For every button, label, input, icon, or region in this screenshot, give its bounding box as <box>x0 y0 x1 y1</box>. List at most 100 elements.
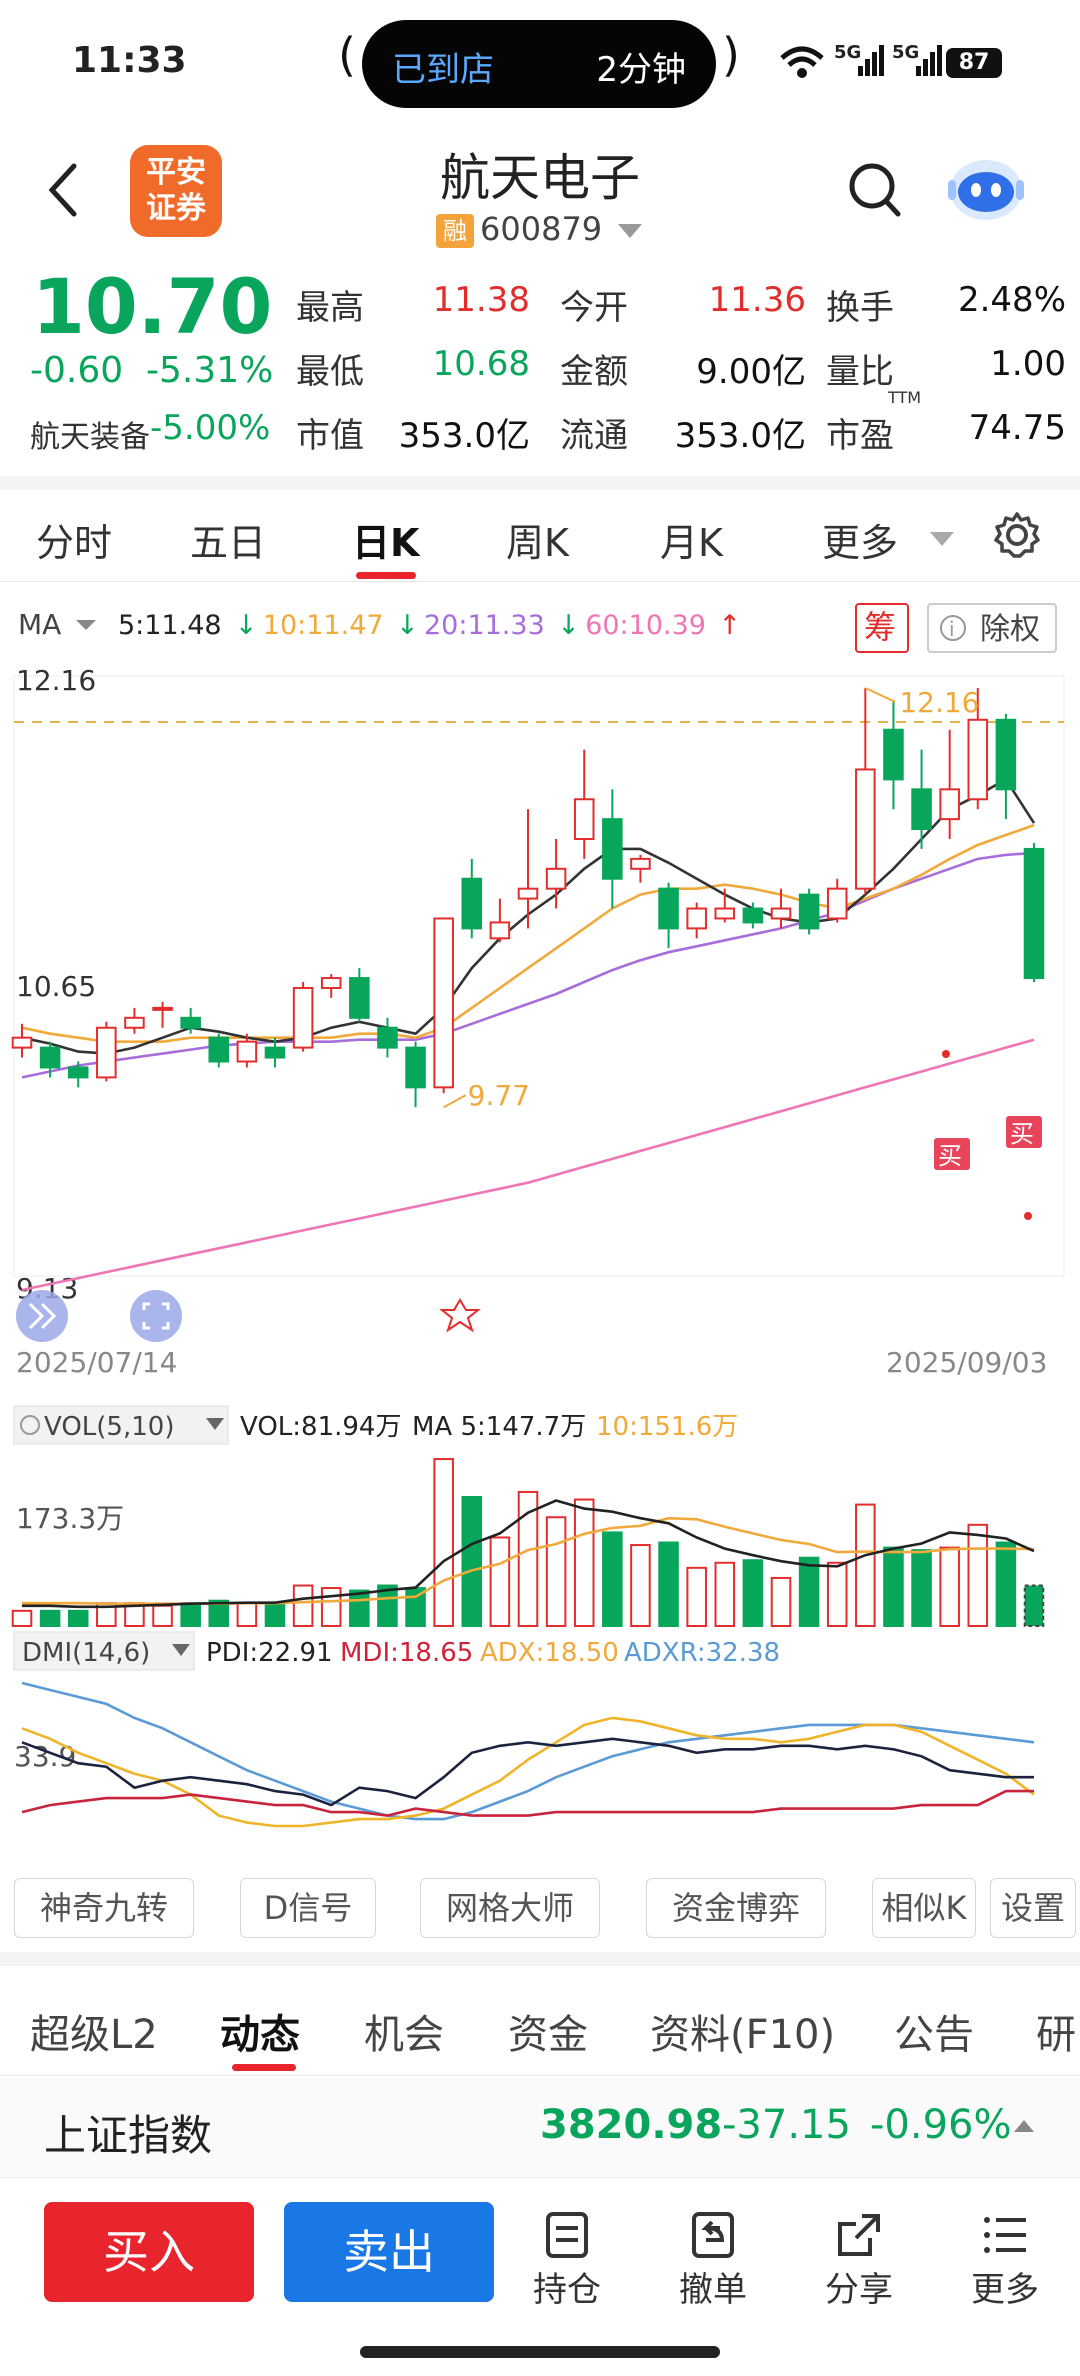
candle-body <box>180 1016 201 1029</box>
tab-daily-k[interactable]: 日K <box>352 521 420 565</box>
search-icon[interactable] <box>846 160 902 220</box>
similar-k-button[interactable]: 相似K <box>872 1878 976 1938</box>
tab-monthly-k[interactable]: 月K <box>660 521 723 565</box>
share-label: 分享 <box>825 2270 893 2310</box>
tab-news-feed[interactable]: 动态 <box>220 2012 300 2058</box>
candle-body <box>798 893 820 930</box>
kline-chart[interactable]: MA 5:11.48 ↓ 10:11.47 ↓ 20:11.33 ↓ 60:10.39 ↑ 筹 i 除… <box>0 590 1080 1870</box>
volume-bar <box>939 1546 960 1628</box>
candle-body <box>96 1026 117 1079</box>
quote-label: 换手 <box>826 288 894 328</box>
candle-body <box>461 877 483 930</box>
ma20-line <box>21 851 1035 1079</box>
robot-assistant-icon[interactable] <box>946 150 1026 226</box>
tab-more[interactable]: 更多 <box>822 521 899 565</box>
stock-code-row[interactable]: 融 600879 <box>436 210 643 248</box>
candle-body <box>124 1016 145 1029</box>
chip-distribution-button <box>855 603 909 653</box>
d-signal-button[interactable]: D信号 <box>240 1878 376 1938</box>
ma-legend-1: 10:11.47 <box>263 610 384 641</box>
volume-bar <box>517 1490 539 1627</box>
cancel-order-action[interactable]: 撤单 <box>658 2208 768 2311</box>
back-arrow-icon[interactable] <box>44 160 84 220</box>
tab-super-l2[interactable]: 超级L2 <box>30 2012 158 2058</box>
tab-f10[interactable]: 资料(F10) <box>650 2012 836 2058</box>
quote-label: 流通 <box>560 416 628 456</box>
volume-bar <box>883 1546 904 1628</box>
trade-bar: 买入 卖出 持仓 撤单 分享 更多 <box>0 2180 1080 2376</box>
ma-trend-arrow: ↓ <box>235 610 258 641</box>
volume-bar <box>742 1559 764 1627</box>
volume-bar <box>180 1602 201 1627</box>
volume-bar <box>995 1541 1017 1628</box>
date-start-label: 2025/07/14 <box>16 1346 177 1379</box>
sell-button[interactable]: 卖出 <box>284 2202 494 2302</box>
ex-right-button <box>927 603 1057 653</box>
tab-capital[interactable]: 资金 <box>508 2012 588 2058</box>
volume-bar <box>236 1602 258 1627</box>
indicator-tool-row: 神奇九转 D信号 网格大师 资金博弈 相似K 设置 <box>0 1878 1080 1942</box>
gear-icon[interactable] <box>992 510 1042 560</box>
pdi-text: PDI:22.91 <box>206 1638 333 1668</box>
quote-label: 市盈 <box>826 416 894 456</box>
battery-indicator: 87 <box>946 48 1002 78</box>
document-icon <box>546 2212 588 2258</box>
candle-body <box>489 921 511 940</box>
candle-body <box>855 768 876 890</box>
mdi-text: MDI:18.65 <box>340 1638 473 1668</box>
ma-legend-0: 5:11.48 <box>118 610 222 641</box>
tab-five-day[interactable]: 五日 <box>190 521 267 565</box>
signal-bars-icon-2 <box>916 45 942 76</box>
min-price-marker: 9.77 <box>468 1079 530 1112</box>
grid-master-button[interactable]: 网格大师 <box>420 1878 600 1938</box>
vol-value-text: VOL:81.94万 <box>240 1412 401 1442</box>
buy-button[interactable]: 买入 <box>44 2202 254 2302</box>
tab-intraday[interactable]: 分时 <box>36 521 113 565</box>
vol-ma10-text: 10:151.6万 <box>596 1412 738 1442</box>
tab-research[interactable]: 研 <box>1036 2012 1076 2058</box>
settings-button[interactable]: 设置 <box>990 1878 1076 1938</box>
volume-bar <box>264 1602 286 1627</box>
adx-text: ADX:18.50 <box>480 1638 619 1668</box>
quote-label: 今开 <box>560 288 628 328</box>
index-ticker[interactable]: 上证指数 3820.98 -37.15 -0.96% <box>0 2078 1080 2178</box>
divider <box>0 476 1080 490</box>
tab-weekly-k[interactable]: 周K <box>506 521 569 565</box>
candle-body <box>517 887 539 900</box>
quote-value: 74.75 <box>968 408 1066 448</box>
max-marker-line <box>864 687 896 703</box>
candle-body <box>377 1026 398 1049</box>
clock: 11:33 <box>72 40 187 81</box>
kline-chart-area[interactable]: MA 5:11.48 ↓ 10:11.47 ↓ 20:11.33 ↓ 60:10.39 ↑ 筹 i 除… <box>0 590 1080 1870</box>
signal-5g-label-2: 5G <box>892 42 920 63</box>
quote-label: 金额 <box>560 352 628 392</box>
info-icon <box>20 1415 40 1435</box>
positions-action[interactable]: 持仓 <box>512 2208 622 2311</box>
vol-axis-label: 173.3万 <box>16 1502 124 1535</box>
tab-opportunity[interactable]: 机会 <box>364 2012 444 2058</box>
nine-turn-button[interactable]: 神奇九转 <box>14 1878 194 1938</box>
capital-game-button[interactable]: 资金博弈 <box>646 1878 826 1938</box>
stock-code: 600879 <box>480 210 603 248</box>
dmi-indicator-label: DMI(14,6) <box>22 1638 150 1668</box>
candle-body <box>1023 847 1045 980</box>
volume-bar <box>630 1544 651 1628</box>
tab-announcement[interactable]: 公告 <box>894 2012 974 2058</box>
sector-name[interactable]: 航天装备 <box>30 420 150 455</box>
candle-body <box>911 788 932 831</box>
volume-bar <box>152 1604 173 1628</box>
dynamic-island[interactable]: 已到店 2分钟 <box>362 20 716 108</box>
volume-bar <box>545 1516 567 1627</box>
ma-trend-arrow: ↑ <box>718 610 741 641</box>
share-action[interactable]: 分享 <box>804 2208 914 2311</box>
dmi-axis-label: 33.9 <box>14 1740 76 1773</box>
island-time: 2分钟 <box>596 50 686 90</box>
buy-signal-label: 买 <box>1010 1120 1034 1148</box>
dmi-selector <box>13 1631 195 1671</box>
candle-body <box>967 718 989 801</box>
quote-value: 353.0亿 <box>674 416 806 456</box>
buy-signal-tag <box>934 1138 970 1170</box>
more-action[interactable]: 更多 <box>950 2208 1060 2311</box>
chevron-up-icon[interactable] <box>1014 2120 1034 2132</box>
volume-bar <box>770 1576 792 1627</box>
